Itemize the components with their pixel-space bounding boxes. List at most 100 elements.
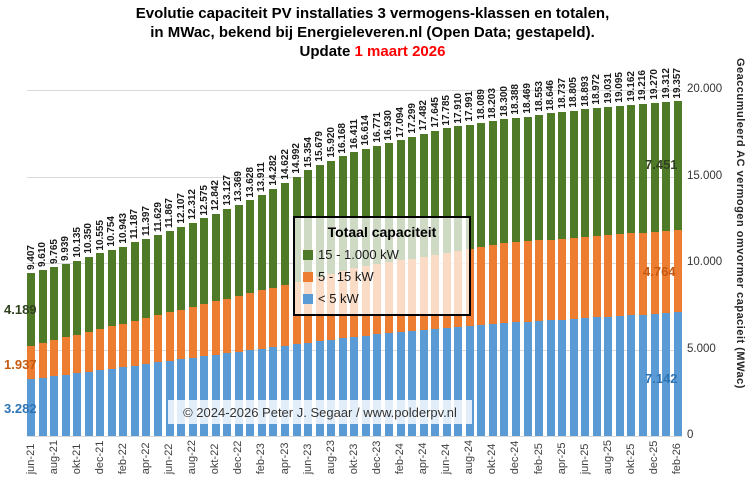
bar-segment [154, 234, 163, 316]
y-tick-label: 20.000 [687, 83, 723, 95]
bar-segment [234, 351, 243, 436]
bar-segment [130, 320, 139, 366]
gridline [27, 436, 682, 437]
x-tick [477, 440, 485, 474]
x-tick: feb-24 [394, 440, 406, 475]
bar-segment [38, 269, 47, 343]
bar-total-label: 17.645 [429, 97, 441, 128]
bar-total-label: 14.622 [279, 149, 291, 181]
bar-okt-24: 18.203 [487, 88, 498, 436]
x-tick: dec-25 [648, 440, 660, 475]
bar-apr-25: 18.737 [557, 78, 568, 436]
bar-segment [373, 145, 382, 265]
bar-segment [431, 329, 440, 436]
x-tick [524, 440, 532, 474]
bar-total-label: 18.469 [522, 82, 534, 114]
bar-mei-22: 11.629 [153, 202, 164, 436]
bar-segment [73, 260, 82, 335]
bar-segment [615, 234, 624, 316]
bar-segment [408, 136, 417, 259]
bar-total-label: 10.350 [83, 223, 95, 254]
bar-segment [662, 230, 671, 314]
bar-segment [488, 324, 497, 436]
bar-segment [96, 370, 105, 436]
bar-segment [454, 126, 463, 251]
x-tick-label: apr-25 [555, 442, 568, 475]
bar-jan-23: 13.628 [245, 167, 256, 436]
x-tick-label: feb-23 [255, 443, 268, 475]
bar-total-label: 16.771 [371, 112, 383, 143]
bar-okt-22: 12.842 [210, 180, 221, 436]
bar-segment [396, 332, 405, 436]
x-tick-label: aug-25 [601, 440, 614, 475]
x-tick: okt-25 [624, 440, 637, 475]
bar-total-label: 18.805 [568, 77, 580, 108]
x-tick [39, 440, 47, 474]
bar-okt-25: 19.162 [625, 70, 637, 436]
bar-segment [177, 359, 186, 436]
bar-total-label: 19.162 [625, 70, 637, 102]
bar-segment [304, 342, 313, 436]
x-tick-label: jun-21 [24, 443, 37, 475]
bar-total-label: 14.282 [267, 155, 279, 186]
x-tick [500, 440, 508, 474]
bar-total-label: 19.357 [672, 67, 684, 99]
x-tick [62, 440, 70, 474]
bar-segment [200, 218, 209, 305]
bar-segment [188, 223, 197, 307]
x-tick: dec-21 [94, 440, 106, 475]
bar-jul-21: 9.610 [37, 242, 48, 436]
bar-sep-22: 12.575 [199, 185, 210, 436]
bar-total-label: 19.216 [637, 70, 649, 101]
x-tick [547, 440, 555, 474]
x-axis-labels: jun-21 aug-21 okt-21 dec-21 feb-22 apr-22 jun-… [24, 440, 684, 475]
x-tick [200, 440, 208, 474]
bar-dec-21: 10.555 [95, 220, 106, 436]
bar-segment [638, 314, 647, 436]
bar-dec-25: 19.270 [649, 69, 660, 436]
last-bar-green-label: 7.451 [645, 157, 678, 172]
x-tick-label: feb-26 [671, 443, 684, 475]
bar-segment [327, 339, 336, 436]
bar-segment [638, 232, 647, 315]
bar-segment [73, 373, 82, 436]
x-tick-label: dec-22 [232, 440, 245, 475]
bar-segment [350, 336, 359, 436]
bar-segment [384, 143, 393, 263]
bar-total-label: 19.312 [660, 68, 672, 99]
bar-segment [61, 374, 70, 436]
bar-aug-21: 9.765 [48, 239, 60, 436]
bar-total-label: 14.992 [291, 143, 303, 174]
bar-segment [246, 200, 255, 294]
legend-item-15-1000kw: 15 - 1.000 kW [303, 247, 461, 262]
bar-segment [384, 333, 393, 436]
bar-segment [338, 156, 347, 271]
legend-item-5-15kw: 5 - 15 kW [303, 269, 461, 284]
y-tick-label: 5.000 [687, 342, 716, 355]
bar-total-label: 13.369 [233, 171, 245, 202]
bar-segment [581, 318, 590, 436]
x-tick-label: okt-25 [624, 443, 637, 475]
bar-segment [477, 246, 486, 326]
bar-mei-25: 18.805 [568, 77, 580, 436]
bar-nov-22: 13.127 [222, 175, 233, 436]
x-tick-label: feb-24 [394, 443, 406, 475]
y-axis-title: Geaccumuleerd AC vermogen omvormer capac… [734, 58, 746, 389]
bar-segment [27, 273, 35, 346]
title-line-2: in MWac, bekend bij Energieleveren.nl (O… [150, 24, 595, 41]
bar-total-label: 9.765 [48, 239, 60, 265]
bar-dec-24: 18.388 [510, 84, 521, 436]
bar-segment [188, 306, 197, 358]
bar-segment [604, 235, 613, 317]
title-line-3: Update 1 maart 2026 [0, 42, 745, 61]
bar-segment [73, 334, 82, 374]
x-tick: apr-25 [555, 440, 568, 475]
bar-segment [523, 116, 532, 242]
x-tick-label: aug-24 [463, 440, 476, 475]
bar-segment [257, 290, 266, 349]
bar-segment [627, 315, 636, 436]
bar-segment [408, 331, 417, 436]
bar-total-label: 13.911 [256, 162, 268, 193]
bar-segment [177, 309, 186, 360]
